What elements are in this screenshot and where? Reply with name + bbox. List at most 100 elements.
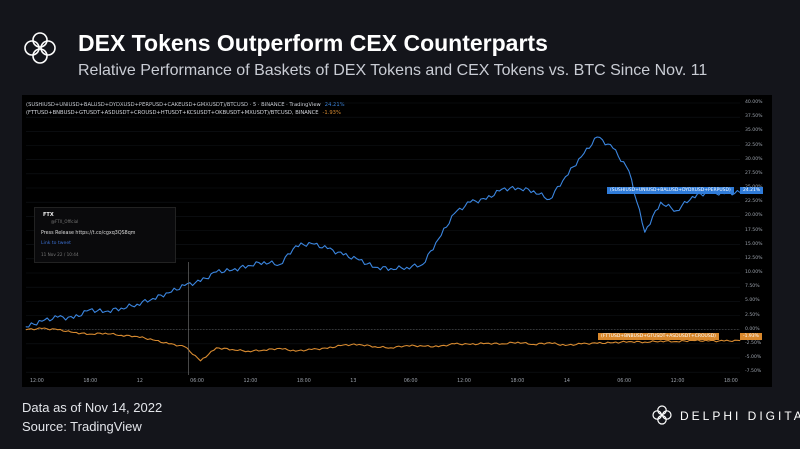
cex-data-point xyxy=(184,346,186,348)
y-tick-label: 15.00% xyxy=(745,241,763,247)
dex-data-point xyxy=(200,281,201,282)
x-tick-label: 14 xyxy=(563,379,570,384)
popup-link[interactable]: Link to tweet xyxy=(41,241,71,246)
x-tick-label: 06:00 xyxy=(403,379,418,384)
dex-data-point xyxy=(374,266,376,268)
dex-data-point xyxy=(311,243,312,244)
cex-data-point xyxy=(485,342,487,344)
dex-data-point xyxy=(279,264,281,265)
cex-data-point xyxy=(676,341,677,342)
y-tick-label: 5.00% xyxy=(745,298,760,304)
y-tick-label: 30.00% xyxy=(745,156,763,162)
cex-series-line xyxy=(25,327,741,362)
x-tick-label: 18:00 xyxy=(724,379,738,384)
dex-data-point xyxy=(231,269,233,271)
cex-data-point xyxy=(628,341,630,342)
y-tick-label: 27.50% xyxy=(745,170,763,176)
cex-data-point xyxy=(438,346,439,348)
y-tick-label: 0.00% xyxy=(745,326,760,332)
footer-source: Source: TradingView xyxy=(22,419,142,434)
dex-data-point xyxy=(25,326,27,328)
cex-data-point xyxy=(549,342,550,344)
brand-name: DELPHI DIGITAL xyxy=(680,409,800,423)
dex-data-point xyxy=(469,201,471,203)
legend-dex-name: (SUSHIUSD+UNIUSD+BALUSD+DYDXUSD+PERPUSD+… xyxy=(26,102,321,108)
cex-data-point xyxy=(327,347,328,349)
y-tick-label: 17.50% xyxy=(745,227,763,233)
page-subtitle: Relative Performance of Baskets of DEX T… xyxy=(78,62,708,79)
cex-data-point xyxy=(644,341,646,343)
cex-data-point xyxy=(89,333,90,335)
y-tick-label: 40.00% xyxy=(745,100,763,105)
cex-data-point xyxy=(216,347,217,349)
cex-data-point xyxy=(358,344,360,345)
x-tick-label: 06:00 xyxy=(617,379,632,384)
cex-data-point xyxy=(660,340,662,342)
cex-value-label: -1.93% xyxy=(740,333,762,340)
cex-data-point xyxy=(739,340,741,342)
cex-data-point xyxy=(454,343,455,345)
cex-data-point xyxy=(247,350,249,352)
tweet-popup[interactable]: FTX @FTX_Official Press Release https://… xyxy=(34,207,176,263)
cex-data-point xyxy=(57,329,59,331)
dex-data-point xyxy=(438,238,439,240)
y-tick-label: 2.50% xyxy=(745,312,760,318)
cex-data-point xyxy=(120,334,122,336)
cex-data-point xyxy=(295,350,297,352)
x-tick-label: 18:00 xyxy=(510,379,525,384)
dex-value-label: 24.21% xyxy=(740,187,764,194)
cex-data-point xyxy=(311,349,312,350)
dex-data-point xyxy=(596,136,598,138)
dex-data-point xyxy=(136,303,138,305)
dex-data-point xyxy=(104,311,106,312)
dex-data-point xyxy=(580,156,582,158)
dex-data-point xyxy=(390,268,392,269)
cex-data-point xyxy=(25,329,27,331)
x-tick-label: 12:00 xyxy=(243,379,258,384)
legend-dex-value: 24.21% xyxy=(324,102,345,108)
dex-data-point xyxy=(168,292,170,294)
x-tick-label: 18:00 xyxy=(83,379,98,384)
y-tick-label: 12.50% xyxy=(745,255,763,261)
dex-data-point xyxy=(612,147,614,149)
cex-data-point xyxy=(596,342,598,344)
delphi-logo-icon xyxy=(24,32,56,64)
cex-data-point xyxy=(231,349,233,350)
cex-data-point xyxy=(136,336,138,337)
dex-data-point xyxy=(533,190,535,192)
cex-data-point xyxy=(580,343,582,345)
x-tick-label: 12:00 xyxy=(457,379,471,384)
dex-data-point xyxy=(485,198,487,200)
legend-cex: (FTTUSD+BNBUSD+GTUSDT+ASDUSDT+CROUSD+HTU… xyxy=(26,110,341,116)
popup-text: Press Release https://t.co/cgxq3QS8qm xyxy=(41,231,136,236)
y-tick-label: -5.00% xyxy=(745,355,762,360)
cex-data-point xyxy=(692,340,693,341)
cex-data-point xyxy=(390,347,392,349)
y-tick-label: -7.50% xyxy=(745,369,762,375)
cex-data-point xyxy=(263,349,265,351)
dex-data-point xyxy=(263,261,265,263)
y-tick-label: 37.50% xyxy=(745,114,763,120)
popup-source: FTX xyxy=(43,212,54,218)
legend-cex-value: -1.93% xyxy=(322,110,341,116)
cex-data-point xyxy=(104,332,106,334)
dex-data-point xyxy=(295,245,297,247)
dex-data-point xyxy=(454,213,455,214)
dex-data-point xyxy=(517,187,519,189)
x-tick-label: 12:00 xyxy=(670,379,685,384)
y-tick-label: 7.50% xyxy=(745,284,760,290)
dex-data-point xyxy=(676,210,677,212)
dex-data-point xyxy=(41,320,43,322)
cex-data-point xyxy=(342,344,344,346)
dex-data-point xyxy=(692,196,693,197)
x-tick-label: 06:00 xyxy=(190,379,204,384)
cex-data-point xyxy=(168,343,170,345)
dex-data-point xyxy=(406,266,408,268)
page-title: DEX Tokens Outperform CEX Counterparts xyxy=(78,30,548,56)
cex-data-point xyxy=(152,339,154,341)
y-tick-label: 35.00% xyxy=(745,128,763,134)
dex-data-point xyxy=(644,231,646,233)
x-tick-label: 12 xyxy=(136,379,143,384)
x-tick-label: 18:00 xyxy=(296,379,311,384)
cex-data-point xyxy=(565,345,566,346)
